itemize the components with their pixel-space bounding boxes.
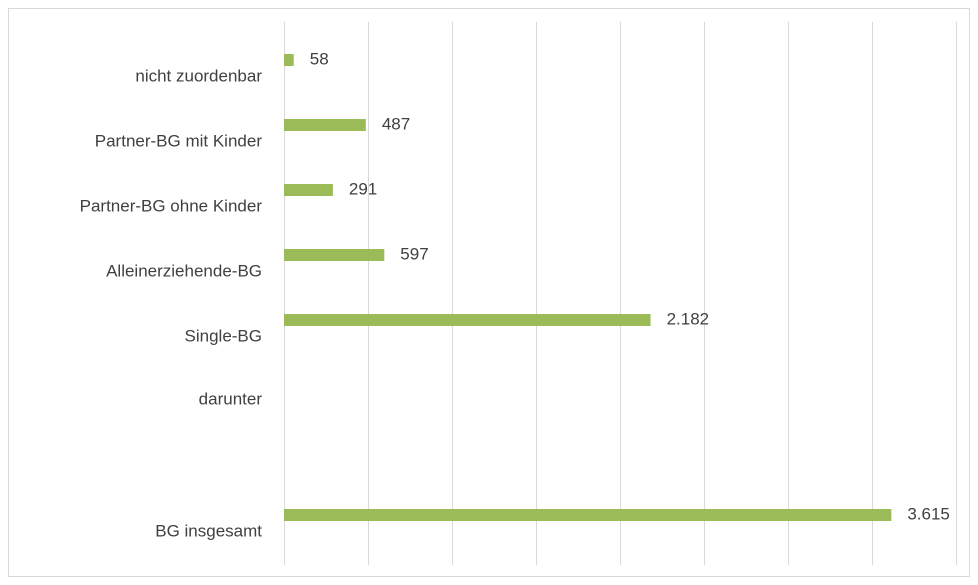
value-label: 291 xyxy=(349,179,377,198)
y-tick-label: BG insgesamt xyxy=(155,521,262,540)
y-tick-label: Partner-BG ohne Kinder xyxy=(80,196,263,215)
value-label: 2.182 xyxy=(667,309,710,328)
y-tick-label: Single-BG xyxy=(185,326,262,345)
y-tick-label: Partner-BG mit Kinder xyxy=(95,131,263,150)
bar xyxy=(284,54,294,66)
y-tick-label: darunter xyxy=(199,389,263,408)
y-tick-label: nicht zuordenbar xyxy=(135,66,262,85)
bar xyxy=(284,509,892,521)
value-label: 58 xyxy=(310,49,329,68)
bar xyxy=(284,314,651,326)
bar xyxy=(284,249,385,261)
bar xyxy=(284,119,366,131)
y-tick-label: Alleinerziehende-BG xyxy=(106,261,262,280)
value-label: 597 xyxy=(400,244,428,263)
value-label: 487 xyxy=(382,114,410,133)
bar xyxy=(284,184,333,196)
chart-border xyxy=(8,8,970,577)
value-label: 3.615 xyxy=(907,504,950,523)
